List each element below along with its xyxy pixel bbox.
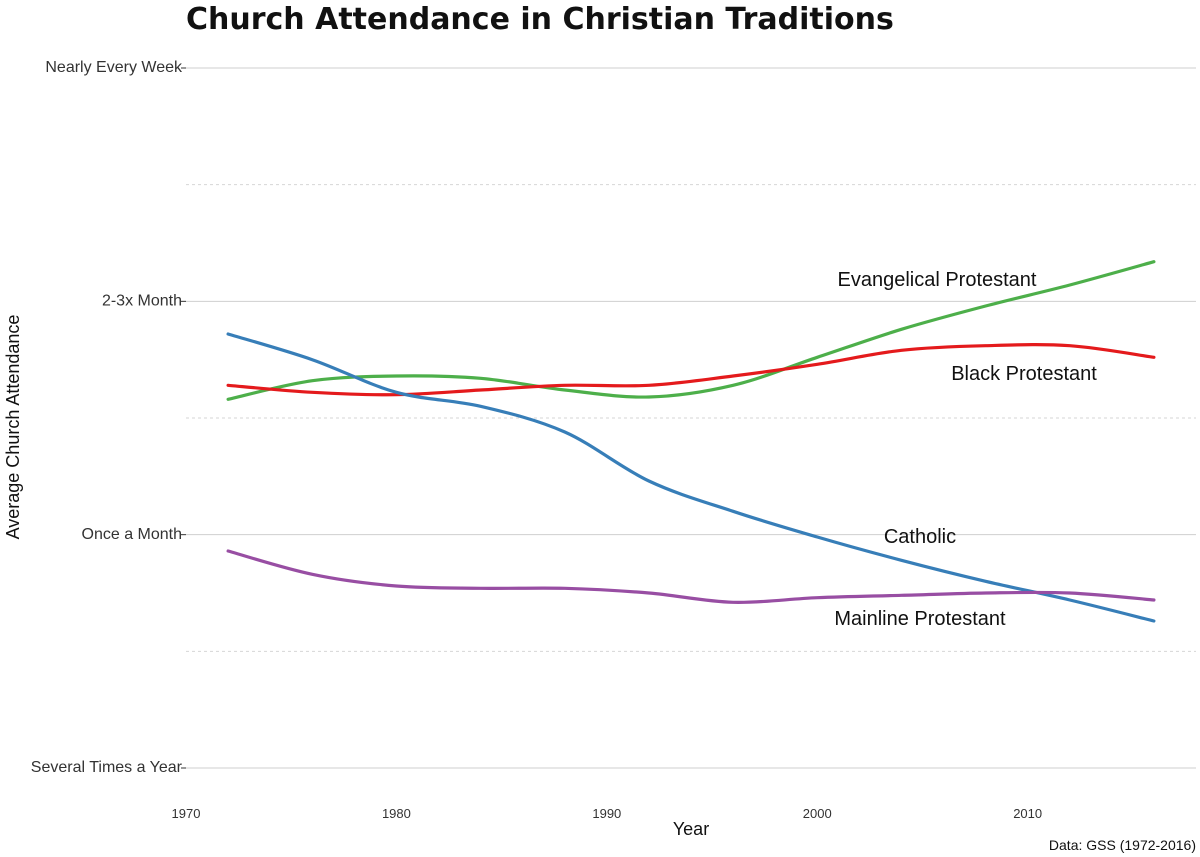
series-lines xyxy=(226,260,1156,623)
series-line-evangelical-protestant xyxy=(226,260,1156,401)
y-axis-title: Average Church Attendance xyxy=(3,315,23,540)
data-source-caption: Data: GSS (1972-2016) xyxy=(1049,837,1196,853)
series-label-evangelical-protestant: Evangelical Protestant xyxy=(837,269,1036,291)
series-labels: Evangelical Protestant Black Protestant Ca… xyxy=(834,269,1097,630)
x-axis-ticks: 1970 1980 1990 2000 2010 xyxy=(172,806,1043,821)
y-tick-label: 2-3x Month xyxy=(102,293,182,310)
x-tick-label: 1980 xyxy=(382,806,411,821)
y-tick-label: Nearly Every Week xyxy=(45,59,183,76)
series-line-catholic xyxy=(226,332,1156,623)
x-axis-title: Year xyxy=(673,819,709,839)
x-tick-label: 2010 xyxy=(1013,806,1042,821)
y-axis-ticks: Nearly Every Week 2-3x Month Once a Month S… xyxy=(31,59,186,776)
y-tick-label: Several Times a Year xyxy=(31,759,183,776)
series-label-catholic: Catholic xyxy=(884,526,956,548)
series-line-mainline-protestant xyxy=(226,549,1156,604)
chart-title: Church Attendance in Christian Tradition… xyxy=(186,2,894,37)
series-label-black-protestant: Black Protestant xyxy=(951,363,1097,385)
y-tick-label: Once a Month xyxy=(82,526,183,543)
series-label-mainline-protestant: Mainline Protestant xyxy=(834,608,1006,630)
gridlines xyxy=(186,67,1196,769)
x-tick-label: 1970 xyxy=(172,806,201,821)
x-tick-label: 2000 xyxy=(803,806,832,821)
series-line-black-protestant xyxy=(226,343,1156,397)
x-tick-label: 1990 xyxy=(592,806,621,821)
